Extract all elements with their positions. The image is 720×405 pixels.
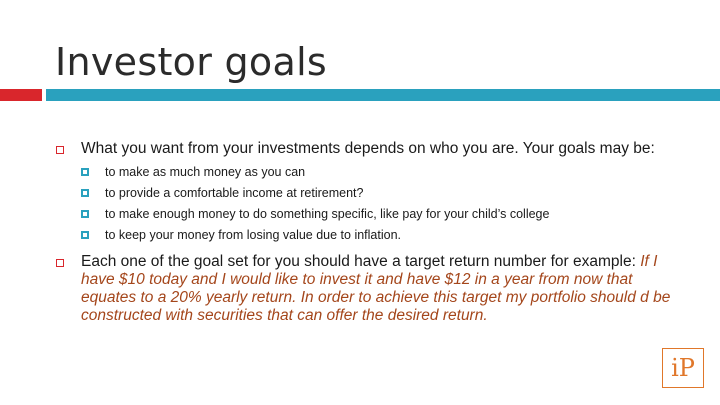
slide-content: What you want from your investments depe…	[56, 140, 686, 325]
sub-bullet: to make as much money as you can	[81, 165, 686, 180]
slide-title: Investor goals	[55, 40, 328, 84]
filled-square-bullet-icon	[81, 168, 89, 176]
square-bullet-icon	[56, 146, 64, 154]
accent-bar-red	[0, 89, 42, 101]
accent-bar-teal	[46, 89, 720, 101]
sub-bullet: to provide a comfortable income at retir…	[81, 186, 686, 201]
filled-square-bullet-icon	[81, 210, 89, 218]
sub-bullet-list: to make as much money as you can to prov…	[81, 165, 686, 243]
sub-bullet-text: to keep your money from losing value due…	[105, 228, 402, 242]
filled-square-bullet-icon	[81, 231, 89, 239]
bullet-goals: What you want from your investments depe…	[56, 140, 686, 243]
bullet-target-return: Each one of the goal set for you should …	[56, 253, 686, 325]
sub-bullet: to keep your money from losing value due…	[81, 228, 686, 243]
sub-bullet-text: to make as much money as you can	[105, 165, 306, 179]
sub-bullet: to make enough money to do something spe…	[81, 207, 686, 222]
ip-logo: iP	[662, 348, 704, 388]
bullet-text: Each one of the goal set for you should …	[81, 253, 641, 270]
sub-bullet-text: to make enough money to do something spe…	[105, 207, 550, 221]
emphasis-example-text: If I have $10 today and I would like to …	[81, 253, 671, 324]
filled-square-bullet-icon	[81, 189, 89, 197]
sub-bullet-text: to provide a comfortable income at retir…	[105, 186, 364, 200]
bullet-text: What you want from your investments depe…	[81, 140, 655, 157]
square-bullet-icon	[56, 259, 64, 267]
